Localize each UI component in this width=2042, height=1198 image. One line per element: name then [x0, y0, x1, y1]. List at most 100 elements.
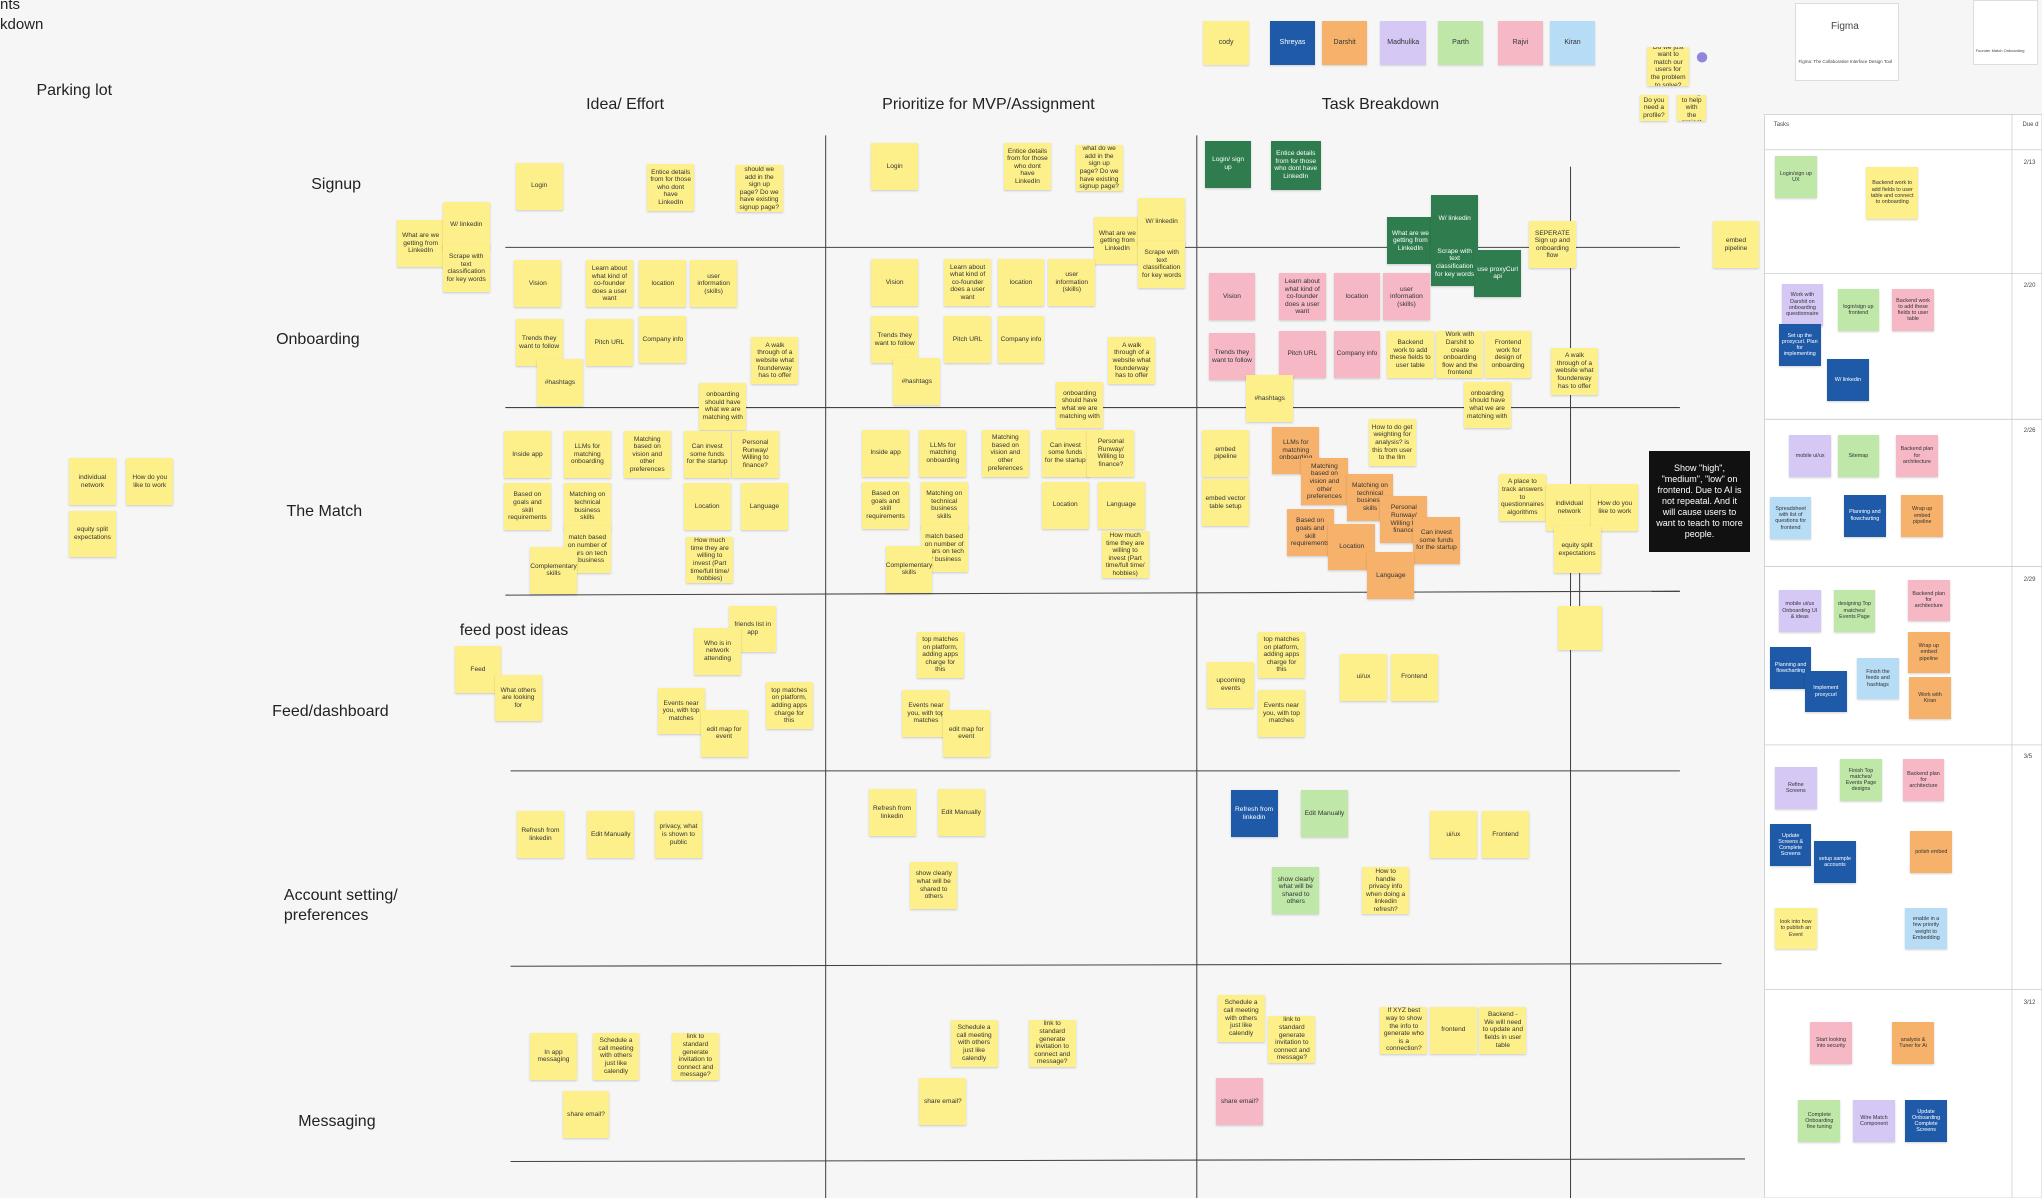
sticky-note: What are we getting from LinkedIn [397, 220, 445, 267]
sticky-note: location [639, 260, 687, 308]
sticky-note: onboarding should have what we are match… [1463, 381, 1511, 429]
row-label: Signup [311, 175, 362, 193]
sticky-note: Spreadsheet with list of questions for f… [1769, 497, 1812, 540]
sticky-note: ui/ux [1429, 811, 1477, 859]
sticky-note: Entice details from for those who dont h… [1271, 140, 1321, 191]
sticky-note: frontend [1429, 1006, 1477, 1054]
sticky-note: Personal Runway/ Willing to finance? [1087, 429, 1135, 477]
sticky-note: show clearly what will be shared to othe… [1272, 867, 1320, 915]
sticky-note: what do we add in the sign up page? Do w… [1075, 144, 1123, 192]
sticky-note: Location [683, 483, 731, 531]
sticky-note: #hashtags [893, 358, 941, 405]
sticky-note: How to do get weighting for analysis? is… [1368, 419, 1416, 467]
sticky-note: use proxyCurl api [1474, 250, 1522, 297]
sticky-note: Pitch URL [944, 316, 992, 364]
sticky-note: user information (skills) [690, 260, 738, 308]
sticky-note: share email? [562, 1091, 610, 1139]
sticky-note: designing Top matches/ Events Page [1833, 589, 1876, 632]
due-date: 2/13 [2023, 160, 2036, 167]
sticky-note: Edit Manually [587, 811, 635, 859]
row-divider [510, 963, 1722, 967]
sticky-note: Set up the proxycurl. Plan for implement… [1778, 324, 1821, 366]
sticky-note: Language [1367, 552, 1415, 600]
sticky-note: W/ linkedin [1431, 195, 1479, 243]
side-thumbnail [1972, 0, 2039, 66]
sticky-note: A walk through of a website what founder… [1551, 347, 1598, 395]
sticky-note: Location [1041, 481, 1089, 529]
sticky-note: link to standard generate invitation to … [671, 1032, 719, 1080]
sticky-note: Edit Manually [937, 789, 985, 837]
sticky-note: top matches on platform, adding apps cha… [1258, 631, 1305, 679]
sticky-note: Based on goals and skill requirements [503, 483, 551, 531]
sticky-note: Backend plan for architecture [1907, 579, 1950, 622]
sticky-note: top matches on platform, adding apps cha… [765, 682, 813, 730]
sticky-note: willing to help with the project [1677, 95, 1706, 122]
sticky-note: Pitch URL [1278, 330, 1326, 378]
due-date: 2/26 [2023, 428, 2036, 435]
due-date: 2/29 [2023, 576, 2036, 583]
sticky-note: look into how to publish an Event [1775, 907, 1817, 950]
sticky-note: W/ linkedin [442, 201, 490, 249]
sticky-note: Schedule a call meeting with others just… [950, 1019, 998, 1067]
sticky-note: Language [741, 483, 788, 531]
sticky-note: onboarding should have what we are match… [1056, 381, 1104, 429]
sticky-note: Wrap up embed pipeline [1907, 631, 1950, 674]
sticky-note: Backend work to add these fields to user… [1386, 330, 1434, 378]
sticky-note: Backend work to add these fields to user… [1892, 289, 1934, 331]
sticky-note: Feed [454, 645, 502, 693]
sticky-note: share email? [1216, 1078, 1264, 1126]
sticky-note: Events near you, with top matches [902, 690, 950, 738]
sticky-note: Inside app [862, 429, 909, 477]
sticky-note: Inside app [503, 431, 551, 478]
sticky-note: Frontend work for design of onboarding [1484, 330, 1532, 378]
assignee-tag: cody [1203, 20, 1249, 66]
sticky-note: enable in a few priority weight to Embed… [1905, 907, 1947, 950]
sticky-note: Update Screens & Complete Screens [1769, 824, 1812, 867]
sticky-note: #hashtags [1246, 375, 1294, 422]
sticky-note: Complementary skills [530, 546, 577, 594]
assignee-tag: Rajvi [1497, 20, 1544, 66]
sticky-note: setup sample accounts [1814, 841, 1856, 883]
sticky-note: polish embed [1910, 830, 1953, 873]
sticky-note: What are we getting from LinkedIn [1093, 217, 1141, 265]
sticky-note: What are we getting from LinkedIn [1386, 217, 1434, 265]
row-divider [510, 1158, 1746, 1163]
sticky-note: link to standard generate invitation to … [1028, 1019, 1076, 1067]
sticky-note: Vision [871, 259, 919, 307]
sticky-note: Vision [1208, 273, 1256, 321]
sticky-note: location [1333, 273, 1381, 321]
header-fragment: kdown [0, 15, 44, 33]
sticky-note: Wire Match Component [1853, 1100, 1895, 1143]
sticky-note: location [997, 259, 1045, 307]
sticky-note: Personal Runway/ Willing to finance? [731, 431, 779, 478]
sticky-note: show clearly what will be shared to othe… [910, 862, 958, 909]
sticky-note: A walk through of a website what founder… [1108, 337, 1156, 385]
sticky-note: Start looking into security [1810, 1022, 1852, 1064]
sticky-note: LLMs for matching onboarding [919, 429, 967, 477]
sticky-note: Refresh from linkedin [868, 789, 916, 837]
table-header: Due d [2022, 122, 2039, 129]
sticky-note: Company info [997, 316, 1045, 364]
sticky-note: Refresh from linkedin [517, 811, 564, 859]
sticky-note: Login/ sign up [1204, 140, 1252, 188]
sticky-note: Backend plan for architecture [1896, 434, 1938, 477]
header-fragment: nts [0, 0, 21, 14]
sticky-note: Finish the feeds and hashtags [1857, 657, 1899, 700]
sticky-note: In app messaging [530, 1032, 577, 1080]
sticky-note: upcoming events [1207, 661, 1255, 709]
sticky-note: embed pipeline [1712, 221, 1760, 269]
sticky-note: Work with Darshit to create onboarding f… [1436, 330, 1484, 378]
sticky-note: W/ linkedin [1827, 359, 1869, 402]
sticky-note: W/ linkedin [1138, 197, 1186, 245]
assignee-tag: Madhulika [1380, 20, 1426, 66]
sticky-note: Login [515, 162, 563, 210]
due-date: 2/20 [2023, 282, 2036, 289]
sticky-note: equity split expectations [69, 510, 116, 558]
sticky-note: Planning and flowcharting [1769, 647, 1812, 689]
sticky-note: Trends they want to follow [1208, 333, 1256, 381]
sticky-note: should we add in the sign up page? Do we… [735, 165, 783, 213]
sticky-note: A place to track answers to questionnair… [1498, 474, 1546, 521]
sticky-note: Refresh from linkedin [1230, 790, 1278, 838]
cursor-avatar [1696, 52, 1708, 63]
sticky-note: Do we just want to match our users for t… [1647, 46, 1690, 86]
